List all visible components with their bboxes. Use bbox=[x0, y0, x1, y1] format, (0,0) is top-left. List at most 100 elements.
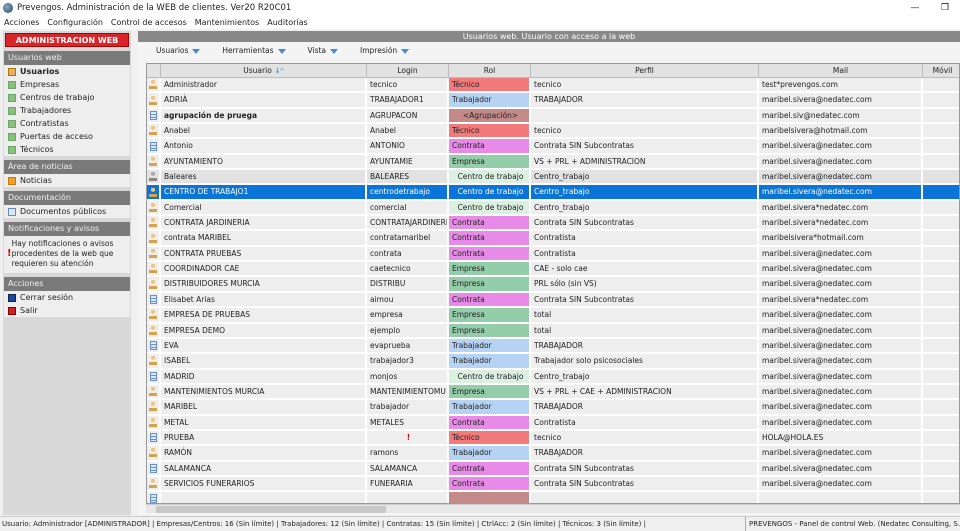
table-row[interactable]: RAMÓN ramons Trabajador TRABAJADOR maribel.s… bbox=[147, 446, 959, 462]
user-icon bbox=[149, 80, 157, 90]
user-icon bbox=[149, 264, 157, 274]
header-mail[interactable]: Mail bbox=[759, 64, 923, 77]
cell-mail: maribel.sivera@nedatec.com bbox=[759, 400, 923, 414]
cell-perfil: CAE - solo cae bbox=[531, 262, 759, 276]
cell-perfil: total bbox=[531, 308, 759, 322]
cell-perfil: Centro_trabajo bbox=[531, 200, 759, 215]
section-notificaciones: Notificaciones y avisos ! Hay notificacio… bbox=[4, 222, 130, 273]
toolbar-herramientas[interactable]: Herramientas bbox=[222, 46, 286, 55]
horizontal-scrollbar[interactable] bbox=[146, 504, 960, 513]
table-row[interactable]: Comercial comercial Centro de trabajo Centr… bbox=[147, 200, 959, 217]
cell-mail: maribel.sivera@nedatec.com bbox=[759, 461, 923, 475]
cell-usuario: Elisabet Arias bbox=[161, 292, 367, 307]
cell-movil bbox=[923, 201, 959, 214]
sidebar-item-trabajadores[interactable]: Trabajadores bbox=[4, 104, 130, 117]
toolbar-impresion[interactable]: Impresión bbox=[360, 46, 410, 55]
section-header[interactable]: Notificaciones y avisos bbox=[4, 222, 130, 236]
table-row[interactable]: MANTENIMIENTOS MURCIA MANTENIMIENTOMU Empr… bbox=[147, 384, 959, 401]
cell-mail: maribelsivera@hotmail.com bbox=[759, 124, 923, 138]
menu-control-accesos[interactable]: Control de accesos bbox=[110, 18, 187, 27]
cell-perfil: Contratista bbox=[531, 231, 759, 245]
cell-mail: maribel.sivera@nedatec.com bbox=[759, 338, 923, 353]
header-usuario[interactable]: Usuario ↓ᴬ bbox=[161, 64, 367, 77]
menu-mantenimientos[interactable]: Mantenimientos bbox=[194, 18, 260, 27]
sidebar-item-empresas[interactable]: Empresas bbox=[4, 78, 130, 91]
minimize-button[interactable]: — bbox=[910, 3, 920, 13]
sidebar-item-usuarios[interactable]: Usuarios bbox=[4, 65, 130, 78]
header-login[interactable]: Login bbox=[367, 64, 449, 77]
menu-configuracion[interactable]: Configuración bbox=[47, 18, 103, 27]
table-row[interactable]: EVA evaprueba Trabajador TRABAJADOR maribel.… bbox=[147, 338, 959, 355]
section-header[interactable]: Acciones bbox=[4, 277, 130, 291]
cell-login: centrodetrabajo bbox=[367, 185, 449, 199]
cell-movil bbox=[923, 308, 959, 321]
table-row[interactable]: SERVICIOS FUNERARIOS FUNERARIA Contrata Con… bbox=[147, 476, 959, 493]
section-documentacion: Documentación Documentos públicos bbox=[4, 191, 130, 218]
document-icon bbox=[8, 207, 16, 216]
table-row[interactable]: CONTRATA JARDINERIA CONTRATAJARDINERIA Con… bbox=[147, 216, 959, 232]
cell-login: contrata bbox=[367, 246, 449, 261]
notification-message[interactable]: ! Hay notificaciones o avisos procedentes… bbox=[7, 239, 114, 268]
cell-rol: Trabajador bbox=[449, 354, 531, 368]
table-row[interactable]: EMPRESA DEMO ejemplo Empresa total maribel.s… bbox=[147, 323, 959, 339]
table-row[interactable]: MARIBEL trabajador Trabajador TRABAJADOR mar… bbox=[147, 400, 959, 416]
section-header[interactable]: Documentación bbox=[4, 191, 130, 205]
table-row[interactable]: CENTRO DE TRABAJO1 centrodetrabajo Centro … bbox=[147, 185, 959, 201]
admin-web-button[interactable]: ADMINISTRACION WEB bbox=[5, 33, 129, 47]
table-row[interactable]: contrata MARIBEL contratamaribel Contrata C… bbox=[147, 231, 959, 247]
table-row[interactable]: Elisabet Arias aimou Contrata Contrata SIN … bbox=[147, 292, 959, 309]
table-row[interactable]: agrupación de pruega AGRUPACON <Agrupación… bbox=[147, 108, 959, 125]
header-perfil[interactable]: Perfil bbox=[531, 64, 759, 77]
sidebar-item-contratistas[interactable]: Contratistas bbox=[4, 117, 130, 130]
table-row[interactable]: COORDINADOR CAE caetecnico Empresa CAE - so… bbox=[147, 262, 959, 278]
sidebar-item-documentos[interactable]: Documentos públicos bbox=[4, 205, 130, 218]
table-row[interactable] bbox=[147, 492, 959, 503]
sidebar-item-centros[interactable]: Centros de trabajo bbox=[4, 91, 130, 104]
table-row[interactable]: EMPRESA DE PRUEBAS empresa Empresa total mar… bbox=[147, 308, 959, 324]
cell-movil bbox=[923, 324, 959, 337]
row-icon-cell bbox=[147, 78, 161, 92]
sidebar-item-noticias[interactable]: Noticias bbox=[4, 174, 130, 187]
header-movil[interactable]: Móvil bbox=[923, 64, 959, 77]
scrollbar-thumb[interactable] bbox=[156, 506, 386, 513]
row-icon-cell bbox=[147, 246, 161, 261]
table-row[interactable]: MADRID monjos Centro de trabajo Centro_trab… bbox=[147, 369, 959, 385]
cell-mail: maribel.sivera@nedatec.com bbox=[759, 170, 923, 184]
toolbar-usuarios[interactable]: Usuarios bbox=[156, 46, 201, 55]
table-row[interactable]: PRUEBA! Técnico tecnico HOLA@HOLA.ES bbox=[147, 430, 959, 447]
table-row[interactable]: CONTRATA PRUEBAS contrata Contrata Contrati… bbox=[147, 246, 959, 263]
cell-mail: maribel.sivera@nedatec.com bbox=[759, 323, 923, 337]
row-icon-cell bbox=[147, 492, 161, 503]
section-header[interactable]: Área de noticias bbox=[4, 160, 130, 174]
table-row[interactable]: AYUNTAMIENTO AYUNTAMIE Empresa VS + PRL + A… bbox=[147, 154, 959, 171]
table-row[interactable]: ISABEL trabajador3 Trabajador Trabajador so… bbox=[147, 354, 959, 370]
logout-button[interactable]: Cerrar sesión bbox=[4, 291, 130, 304]
toolbar-vista[interactable]: Vista bbox=[308, 46, 339, 55]
table-row[interactable]: Baleares BALEARES Centro de trabajo Centro_… bbox=[147, 170, 959, 186]
cell-mail: maribel.sivera@nedatec.com bbox=[759, 354, 923, 368]
user-icon bbox=[149, 95, 157, 105]
restore-button[interactable]: ❐ bbox=[940, 3, 950, 13]
cell-rol: Contrata bbox=[449, 246, 531, 261]
header-rol[interactable]: Rol bbox=[449, 64, 531, 77]
exit-button[interactable]: Salir bbox=[4, 304, 130, 317]
table-row[interactable]: DISTRIBUIDORES MURCIA DISTRIBU Empresa PRL … bbox=[147, 277, 959, 293]
row-icon-cell bbox=[147, 200, 161, 215]
table-row[interactable]: Antonio ANTONIO Contrata Contrata SIN Subco… bbox=[147, 139, 959, 155]
cell-rol: Centro de trabajo bbox=[449, 369, 531, 383]
table-row[interactable]: METAL METALES Contrata Contratista maribel.s… bbox=[147, 415, 959, 431]
table-row[interactable]: ADRIÀ TRABAJADOR1 Trabajador TRABAJADOR mari… bbox=[147, 93, 959, 109]
sidebar-item-puertas[interactable]: Puertas de acceso bbox=[4, 130, 130, 143]
row-icon-cell bbox=[147, 93, 161, 107]
menu-acciones[interactable]: Acciones bbox=[4, 18, 40, 27]
cell-rol: Contrata bbox=[449, 139, 531, 153]
cell-perfil: Centro_trabajo bbox=[531, 185, 759, 199]
table-row[interactable]: Administrador tecnico Técnico tecnico test*p… bbox=[147, 78, 959, 94]
cell-mail: maribel.sivera@nedatec.com bbox=[759, 369, 923, 383]
section-header[interactable]: Usuarios web bbox=[4, 51, 130, 65]
user-icon bbox=[149, 356, 157, 366]
table-row[interactable]: SALAMANCA SALAMANCA Contrata Contrata SIN S… bbox=[147, 461, 959, 477]
table-row[interactable]: Anabel Anabel Técnico tecnico maribelsivera@… bbox=[147, 124, 959, 140]
sidebar-item-tecnicos[interactable]: Técnicos bbox=[4, 143, 130, 156]
menu-auditorias[interactable]: Auditorías bbox=[267, 18, 308, 27]
